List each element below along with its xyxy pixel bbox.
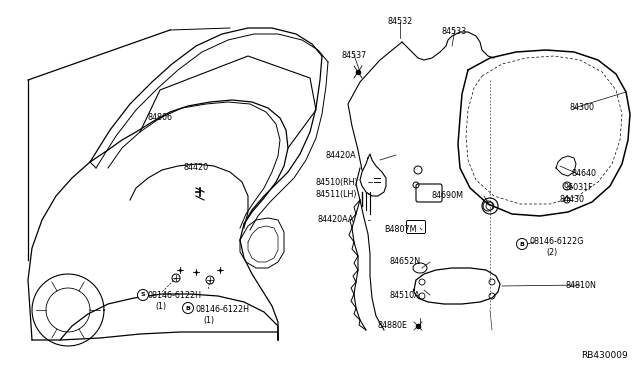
Text: S: S	[141, 292, 145, 298]
Text: (1): (1)	[155, 301, 166, 311]
Text: 84640: 84640	[572, 170, 597, 179]
Text: 96031F: 96031F	[563, 183, 593, 192]
Text: 08146-6122H: 08146-6122H	[148, 292, 202, 301]
Circle shape	[516, 238, 527, 250]
Text: 84806: 84806	[148, 113, 173, 122]
Text: 84532: 84532	[388, 17, 413, 26]
Text: 84511(LH): 84511(LH)	[316, 189, 358, 199]
Text: B: B	[186, 305, 191, 311]
Text: 84510(RH): 84510(RH)	[316, 177, 358, 186]
Text: 08146-6122G: 08146-6122G	[530, 237, 584, 247]
Text: 84537: 84537	[342, 51, 367, 60]
Text: 84690M: 84690M	[432, 192, 464, 201]
Text: 84652N: 84652N	[390, 257, 421, 266]
Text: B: B	[520, 241, 524, 247]
Text: 84880E: 84880E	[378, 321, 408, 330]
Text: RB430009: RB430009	[581, 351, 628, 360]
Text: 84510A: 84510A	[390, 291, 420, 299]
Text: (2): (2)	[546, 248, 557, 257]
Text: 84420A: 84420A	[325, 151, 356, 160]
Text: 08146-6122H: 08146-6122H	[196, 305, 250, 314]
Text: 84420AA: 84420AA	[318, 215, 355, 224]
Text: 84810N: 84810N	[566, 280, 597, 289]
Text: (1): (1)	[203, 315, 214, 324]
Text: 84300: 84300	[570, 103, 595, 112]
Text: 84690M: 84690M	[430, 194, 435, 195]
Text: 84533: 84533	[442, 28, 467, 36]
FancyBboxPatch shape	[406, 221, 426, 234]
Circle shape	[182, 302, 193, 314]
Text: B4807M: B4807M	[384, 225, 417, 234]
Circle shape	[138, 289, 148, 301]
FancyBboxPatch shape	[416, 184, 442, 202]
Text: 84420: 84420	[184, 164, 209, 173]
Text: 84430: 84430	[560, 196, 585, 205]
